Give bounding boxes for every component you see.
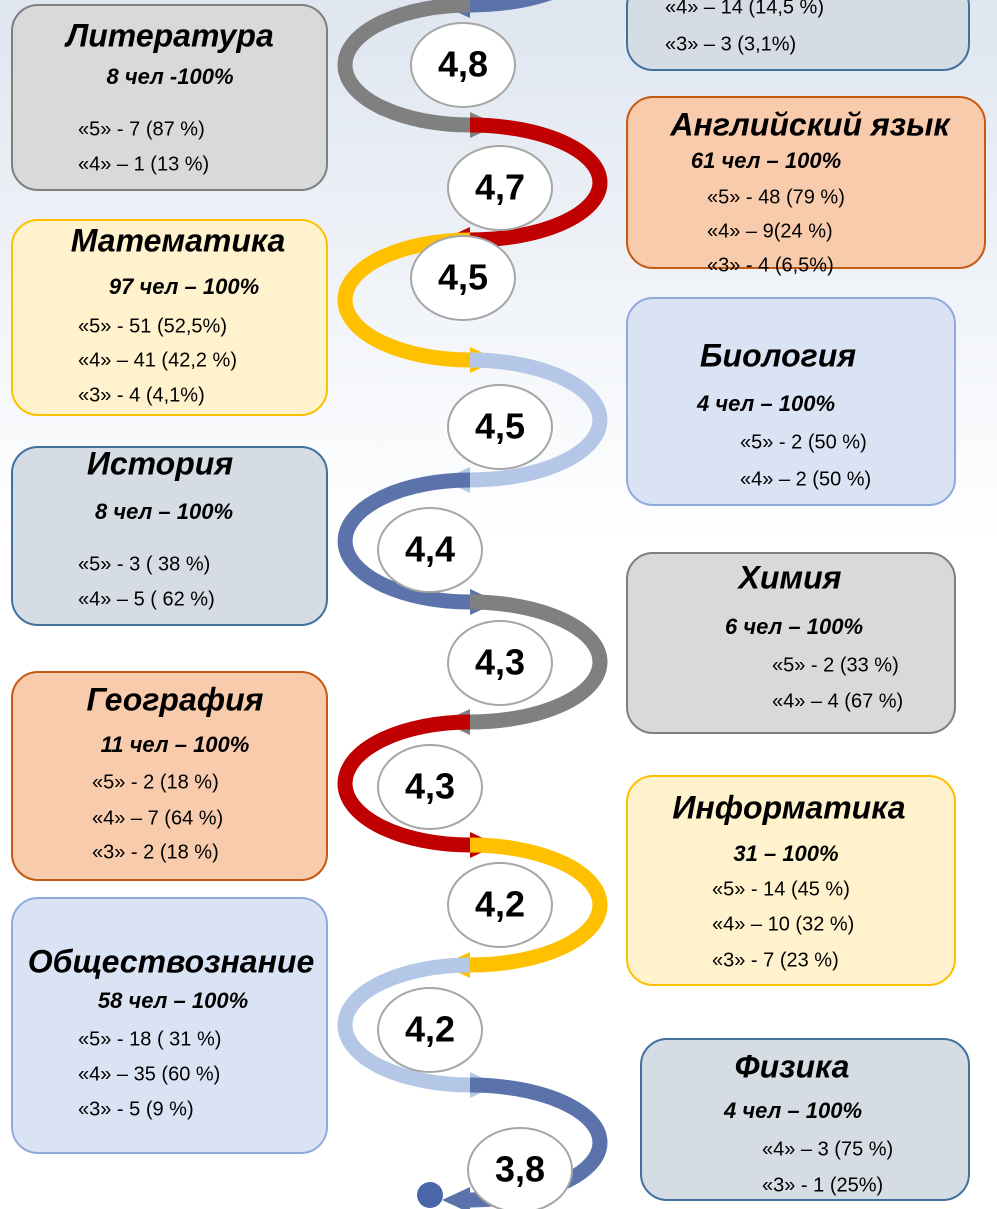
- score: 4,5: [475, 406, 525, 447]
- grade-line: «5» - 18 ( 31 %): [78, 1028, 221, 1050]
- score-badge: [410, 235, 516, 321]
- grade-line: «5» - 51 (52,5%): [78, 315, 227, 337]
- grade-line: «4» – 9(24 %): [707, 220, 833, 242]
- grade-line: «4» – 35 (60 %): [78, 1063, 220, 1085]
- grade-line: «4» – 10 (32 %): [712, 913, 854, 935]
- grade-line: «3» - 4 (6,5%): [707, 254, 834, 276]
- subject-title: Обществознание: [28, 943, 314, 979]
- subject-title: Математика: [71, 222, 286, 258]
- subject-box: [11, 4, 328, 191]
- score-badge: [447, 620, 553, 706]
- score-badge: [377, 744, 483, 830]
- grade-line: «4» – 5 ( 62 %): [78, 588, 215, 610]
- grade-line: «4» – 7 (64 %): [92, 807, 223, 829]
- subject-total: 97 чел – 100%: [109, 274, 259, 299]
- subject-title: Английский язык: [669, 106, 951, 142]
- subject-title: История: [87, 445, 233, 481]
- subject-title: Физика: [735, 1048, 850, 1084]
- score-badge: [447, 384, 553, 470]
- grade-line: «3» - 4 (4,1%): [78, 384, 205, 406]
- grade-line: «4» – 41 (42,2 %): [78, 349, 237, 371]
- subject-box: [11, 219, 328, 416]
- score: 4,3: [475, 642, 525, 683]
- score: 4,3: [405, 766, 455, 807]
- subject-box: [626, 297, 956, 506]
- subject-total: 6 чел – 100%: [725, 614, 863, 639]
- grade-line: «3» - 2 (18 %): [92, 841, 219, 863]
- subject-title: География: [87, 681, 264, 717]
- subject-box: [11, 897, 328, 1154]
- grade-line: «4» – 2 (50 %): [740, 468, 871, 490]
- subject-box: [626, 552, 956, 734]
- subject-box: [626, 775, 956, 986]
- grade-line: «5» - 14 (45 %): [712, 878, 850, 900]
- subject-total: 8 чел -100%: [106, 64, 233, 89]
- score-badge: [447, 145, 553, 231]
- grade-line: «4» – 1 (13 %): [78, 153, 209, 175]
- subject-total: 8 чел – 100%: [95, 499, 233, 524]
- grade-line: «4» – 14 (14,5 %): [665, 0, 824, 18]
- grade-line: «4» – 3 (75 %): [762, 1138, 893, 1160]
- grade-line: «5» - 2 (50 %): [740, 431, 867, 453]
- grade-line: «3» - 5 (9 %): [78, 1098, 194, 1120]
- arrow-arc: [337, 472, 471, 610]
- arrow-head: [442, 1187, 470, 1209]
- subject-title: Информатика: [672, 789, 905, 825]
- grade-line: «5» - 3 ( 38 %): [78, 553, 210, 575]
- subject-title: Биология: [700, 337, 856, 373]
- subject-box: [640, 1038, 970, 1201]
- subject-total: 31 – 100%: [733, 841, 838, 866]
- arrow-arc: [469, 117, 608, 248]
- score: 4,7: [475, 167, 525, 208]
- score: 4,8: [438, 44, 488, 85]
- grade-line: «5» - 2 (33 %): [772, 654, 899, 676]
- arrow-arc: [337, 714, 471, 853]
- arrow-arc: [469, 837, 608, 973]
- subject-total: 58 чел – 100%: [98, 988, 248, 1013]
- subject-box: [626, 0, 970, 71]
- score-badge: [447, 862, 553, 948]
- subject-title: Химия: [737, 559, 842, 595]
- subject-box: [11, 446, 328, 626]
- score: 3,8: [495, 1149, 545, 1190]
- grade-line: «5» - 7 (87 %): [78, 118, 205, 140]
- subject-total: 61 чел – 100%: [691, 148, 841, 173]
- arrow-arc: [469, 594, 608, 730]
- arrow-arc: [337, 957, 471, 1093]
- subject-total: 4 чел – 100%: [723, 1098, 862, 1123]
- score: 4,5: [438, 257, 488, 298]
- arrow-arc: [469, 352, 608, 488]
- score: 4,2: [405, 1009, 455, 1050]
- subject-title: Литература: [64, 17, 274, 53]
- grade-line: «5» - 48 (79 %): [707, 186, 845, 208]
- grade-line: «4» – 4 (67 %): [772, 690, 903, 712]
- score: 4,2: [475, 884, 525, 925]
- grade-line: «5» - 2 (18 %): [92, 771, 219, 793]
- arrow-arc: [337, 0, 471, 133]
- end-dot: [417, 1182, 443, 1208]
- subject-total: 11 чел – 100%: [101, 732, 250, 757]
- arrow-arc: [337, 232, 471, 368]
- content: 4,8 4,7 4,5 4,5 4,4 4,3 4,3 4,2 4,2 3,8 «4» – 14 (…: [11, 0, 986, 1209]
- score-badge: [377, 987, 483, 1073]
- grade-line: «3» – 3 (3,1%): [665, 33, 796, 55]
- subject-box: [11, 671, 328, 881]
- score-badge: [467, 1127, 573, 1209]
- subject-total: 4 чел – 100%: [696, 391, 835, 416]
- grade-line: «3» - 1 (25%): [762, 1174, 883, 1196]
- score-badge: [410, 22, 516, 108]
- grade-line: «3» - 7 (23 %): [712, 949, 839, 971]
- score: 4,4: [405, 529, 455, 570]
- score-badge: [377, 507, 483, 593]
- subject-box: [626, 96, 986, 269]
